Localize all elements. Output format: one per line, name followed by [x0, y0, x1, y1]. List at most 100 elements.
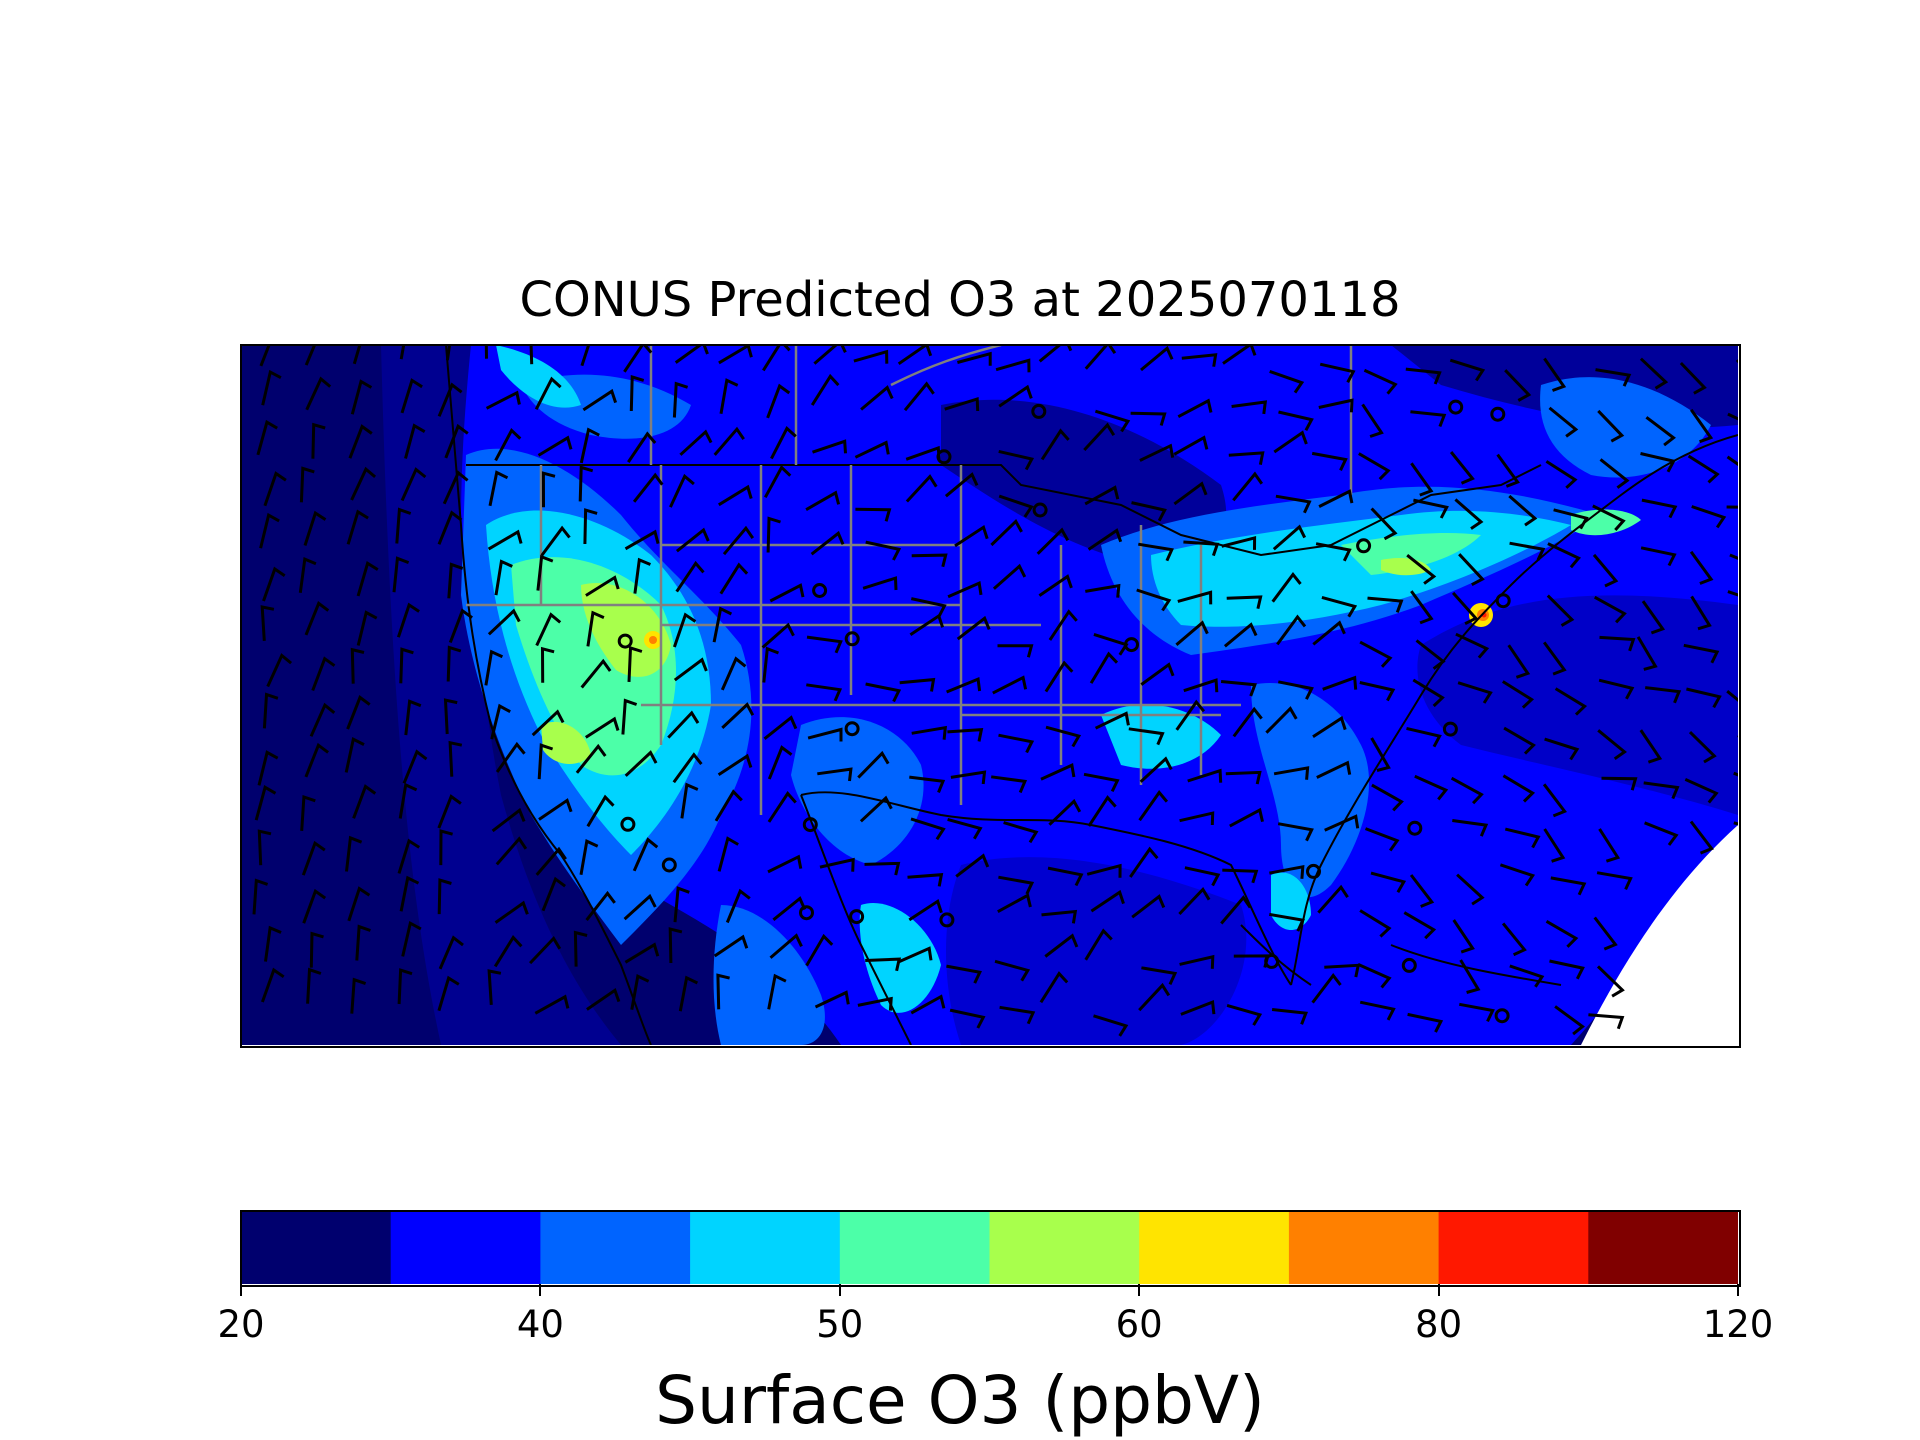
wind-barb: [437, 794, 462, 829]
atlantic-coastline: [1290, 434, 1738, 986]
wind-barb: [1277, 822, 1314, 842]
wind-barb: [305, 376, 332, 411]
wind-barb: [397, 968, 413, 1005]
wind-barb: [1363, 368, 1398, 395]
wind-barb: [814, 990, 850, 1009]
wind-barb: [1687, 454, 1720, 484]
wind-barb: [254, 785, 277, 821]
colorbar-tick-label: 50: [816, 1303, 864, 1346]
wind-barb: [529, 936, 562, 965]
wind-barb: [632, 472, 664, 503]
wind-barb: [259, 512, 280, 549]
wind-barb: [1593, 595, 1627, 624]
wind-barb: [306, 967, 322, 1004]
wind-barb: [309, 931, 324, 968]
wind-barb: [770, 425, 797, 460]
wind-barb: [256, 419, 278, 456]
calm-wind-marker: [802, 817, 818, 833]
wind-barb: [438, 935, 464, 970]
wind-barb: [303, 510, 327, 546]
wind-barb: [1596, 871, 1633, 891]
wind-barb: [854, 440, 890, 459]
wind-barb: [1044, 933, 1079, 958]
wind-barb: [865, 540, 902, 561]
wind-barb: [1131, 894, 1166, 919]
wind-barb: [1593, 916, 1618, 951]
wind-barb: [1683, 643, 1720, 664]
wind-barb: [304, 742, 329, 778]
wind-barb: [857, 996, 893, 1011]
wind-barb: [995, 358, 1031, 373]
wind-barb: [437, 382, 463, 417]
calm-wind-marker: [1124, 637, 1139, 653]
wind-barb: [1459, 1002, 1495, 1023]
wind-barb: [769, 933, 803, 959]
wind-barb: [350, 647, 365, 684]
wind-barb: [769, 583, 805, 603]
wind-barb: [761, 622, 795, 649]
wind-barb: [537, 435, 573, 457]
wind-barb: [1273, 766, 1310, 780]
wind-barb: [1318, 489, 1354, 508]
wind-barb: [630, 974, 650, 1010]
wind-barb: [857, 750, 890, 779]
wind-barb: [719, 562, 749, 595]
wind-barb: [398, 782, 418, 819]
southeast-40-45: [1251, 683, 1370, 898]
wind-barb: [1048, 798, 1082, 826]
wind-barb: [1324, 814, 1360, 832]
wind-barb: [1501, 922, 1527, 957]
wind-barb: [1458, 553, 1485, 587]
wind-barb: [668, 927, 683, 964]
wind-barb: [488, 470, 509, 507]
wind-barb: [1271, 572, 1302, 603]
wind-barb: [345, 835, 363, 872]
wind-barb: [578, 465, 594, 502]
wind-barb: [944, 472, 979, 498]
wind-barb: [1178, 886, 1211, 916]
wind-barb: [623, 893, 657, 921]
wind-barb: [725, 888, 751, 924]
wind-barb: [897, 345, 933, 366]
wind-barb: [819, 857, 855, 872]
wind-barb: [1226, 1003, 1263, 1026]
wind-barb: [1554, 1005, 1585, 1036]
calm-wind-marker: [812, 583, 828, 598]
calm-wind-marker: [620, 816, 636, 832]
wind-barb: [1039, 971, 1069, 1004]
wind-barb: [350, 466, 377, 501]
wind-barb: [909, 775, 946, 793]
wind-barb: [946, 676, 982, 694]
wind-barb: [1175, 620, 1209, 646]
wind-barb: [350, 977, 367, 1014]
wind-barb: [1177, 590, 1213, 605]
wind-barb: [259, 345, 271, 367]
wind-barb: [346, 509, 369, 545]
wind-barb: [1410, 462, 1434, 497]
colorbar-tick: [1737, 1284, 1739, 1296]
wind-barb: [1545, 920, 1579, 948]
colorbar-label: Surface O3 (ppbV): [655, 1362, 1265, 1439]
wind-barb: [1545, 460, 1578, 489]
wind-barb: [956, 615, 991, 641]
wind-barb: [1407, 1012, 1444, 1033]
wind-barb: [1045, 725, 1082, 748]
wind-barb: [1321, 595, 1358, 618]
calm-wind-marker: [1032, 502, 1048, 518]
wind-barb: [585, 575, 620, 597]
dark-patch-north: [941, 399, 1227, 567]
wind-barb: [1543, 828, 1566, 863]
wind-barb: [1592, 553, 1619, 588]
wind-barb: [899, 677, 936, 692]
wind-barb: [1640, 546, 1677, 567]
wind-barb: [585, 890, 616, 922]
wind-barb: [1504, 827, 1541, 849]
wind-barb: [1554, 687, 1588, 716]
wind-barb: [579, 427, 600, 464]
canada-province-v3: [890, 345, 1002, 387]
wind-barb: [714, 789, 743, 822]
wind-barb: [1643, 781, 1680, 800]
wind-barb: [582, 388, 618, 412]
wind-barb: [1357, 963, 1392, 989]
wind-barb: [352, 784, 377, 819]
